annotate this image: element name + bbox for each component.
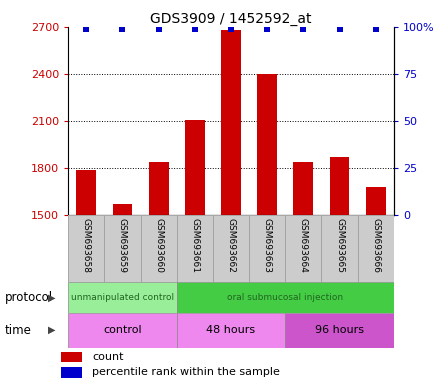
Bar — [322, 215, 358, 282]
Bar — [177, 313, 285, 348]
Text: ▶: ▶ — [48, 293, 56, 303]
Bar — [77, 170, 96, 215]
Point — [83, 26, 90, 32]
Text: GSM693658: GSM693658 — [82, 218, 91, 273]
Bar — [285, 313, 394, 348]
Text: GSM693663: GSM693663 — [263, 218, 271, 273]
Text: GSM693665: GSM693665 — [335, 218, 344, 273]
Bar — [293, 162, 313, 215]
Bar — [68, 282, 177, 313]
Bar — [185, 120, 205, 215]
Text: oral submucosal injection: oral submucosal injection — [227, 293, 343, 302]
Bar — [140, 215, 177, 282]
Text: 96 hours: 96 hours — [315, 325, 364, 335]
Bar — [330, 157, 349, 215]
Point — [191, 26, 198, 32]
Bar — [149, 162, 169, 215]
Bar — [61, 352, 82, 362]
Title: GDS3909 / 1452592_at: GDS3909 / 1452592_at — [150, 12, 312, 26]
Text: time: time — [4, 324, 31, 337]
Bar — [61, 367, 82, 378]
Text: GSM693659: GSM693659 — [118, 218, 127, 273]
Point — [227, 26, 235, 32]
Text: GSM693666: GSM693666 — [371, 218, 380, 273]
Point — [372, 26, 379, 32]
Bar — [68, 215, 104, 282]
Text: percentile rank within the sample: percentile rank within the sample — [92, 367, 280, 377]
Point — [155, 26, 162, 32]
Text: GSM693661: GSM693661 — [191, 218, 199, 273]
Point — [300, 26, 307, 32]
Bar — [113, 204, 132, 215]
Text: control: control — [103, 325, 142, 335]
Bar — [213, 215, 249, 282]
Bar — [68, 313, 177, 348]
Bar — [366, 187, 386, 215]
Bar — [221, 30, 241, 215]
Bar — [257, 74, 277, 215]
Point — [264, 26, 271, 32]
Text: unmanipulated control: unmanipulated control — [71, 293, 174, 302]
Point — [119, 26, 126, 32]
Text: protocol: protocol — [4, 291, 52, 304]
Bar — [249, 215, 285, 282]
Text: count: count — [92, 352, 124, 362]
Text: GSM693660: GSM693660 — [154, 218, 163, 273]
Text: GSM693664: GSM693664 — [299, 218, 308, 273]
Bar — [177, 282, 394, 313]
Text: ▶: ▶ — [48, 325, 56, 335]
Text: GSM693662: GSM693662 — [227, 218, 235, 273]
Point — [336, 26, 343, 32]
Bar — [104, 215, 140, 282]
Text: 48 hours: 48 hours — [206, 325, 256, 335]
Bar — [177, 215, 213, 282]
Bar — [358, 215, 394, 282]
Bar — [285, 215, 322, 282]
